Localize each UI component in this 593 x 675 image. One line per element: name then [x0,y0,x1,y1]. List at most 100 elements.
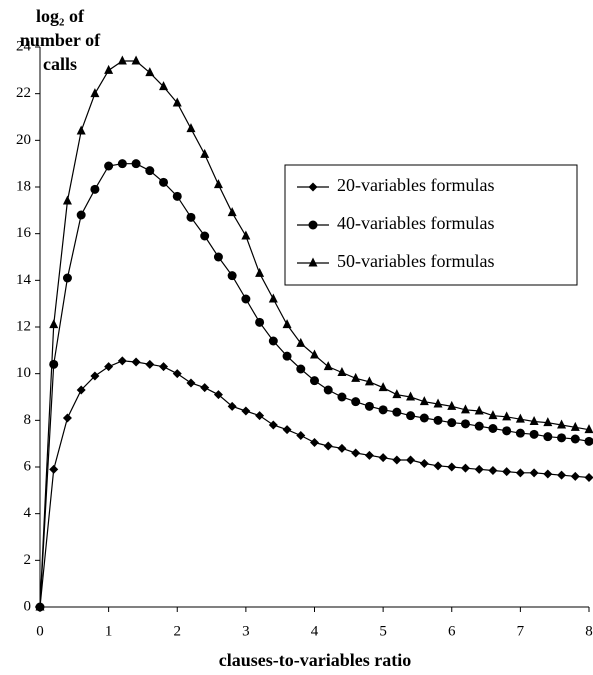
y-tick-label: 12 [16,318,31,334]
marker [351,397,361,407]
marker [502,411,512,421]
marker [557,419,567,429]
marker [76,125,86,135]
marker [172,369,182,379]
marker [76,210,86,220]
marker [255,267,265,277]
marker [255,411,265,421]
marker [460,404,470,414]
marker [515,468,525,478]
x-tick-label: 8 [585,623,593,639]
marker [131,55,141,65]
marker [90,88,100,98]
marker [460,463,470,473]
marker [447,462,457,472]
marker [62,195,72,205]
y-tick-label: 16 [16,225,32,241]
marker [543,469,553,479]
marker [35,601,45,611]
y-tick-label: 2 [24,552,32,568]
marker [49,319,59,329]
marker [213,252,223,262]
marker [584,424,593,434]
marker [378,453,388,463]
marker [323,441,333,451]
marker [570,471,580,481]
marker [488,466,498,475]
marker [406,455,416,465]
marker [337,443,347,453]
marker [529,416,539,425]
marker [117,159,127,169]
marker [406,411,416,421]
marker [49,464,59,474]
marker [186,123,196,133]
marker [570,421,580,431]
marker [131,357,141,367]
marker [282,351,292,361]
marker [282,425,292,435]
marker [241,406,251,416]
marker [543,432,553,442]
x-tick-label: 7 [517,623,525,639]
marker [515,413,525,423]
marker [419,396,429,406]
marker [364,401,374,411]
y-tick-label: 0 [24,598,32,614]
marker [90,371,100,381]
marker [227,207,237,217]
marker [529,468,539,478]
marker [241,294,251,304]
marker [378,405,388,415]
marker [310,349,319,359]
marker [447,400,457,410]
marker [308,220,318,230]
marker [104,64,114,74]
marker [200,148,210,158]
marker [488,424,498,433]
y-tick-label: 4 [24,505,32,521]
marker [447,418,457,428]
marker [337,392,347,402]
x-tick-label: 4 [311,623,319,639]
legend-box [284,164,578,286]
y-tick-label: 14 [16,272,32,288]
y-axis-title: log₂ of number of calls [19,6,101,74]
marker [419,413,429,423]
marker [323,385,333,395]
marker [433,415,443,425]
y-tick-label: 6 [24,458,32,474]
marker [570,434,580,444]
marker [49,359,59,369]
marker [364,450,374,460]
legend-label: 40-variables formulas [337,213,494,233]
marker [145,67,155,77]
y-tick-label: 20 [16,132,31,148]
marker [213,390,223,400]
x-tick-label: 3 [242,623,250,639]
marker [351,448,361,458]
marker [62,273,72,283]
legend-label: 20-variables formulas [337,175,494,195]
marker [406,391,416,401]
y-tick-label: 22 [16,85,31,101]
marker [117,55,127,65]
marker [433,461,443,471]
y-tick-label: 18 [16,178,31,194]
marker [337,367,347,376]
marker [502,467,512,477]
marker [310,376,319,386]
marker [282,319,292,329]
marker [474,405,484,415]
marker [515,428,525,438]
marker [268,293,278,303]
marker [529,429,539,439]
marker [502,426,512,436]
marker [392,407,402,417]
marker [104,161,114,171]
marker [419,459,429,468]
marker [323,361,333,371]
marker [213,179,223,189]
marker [557,433,567,443]
